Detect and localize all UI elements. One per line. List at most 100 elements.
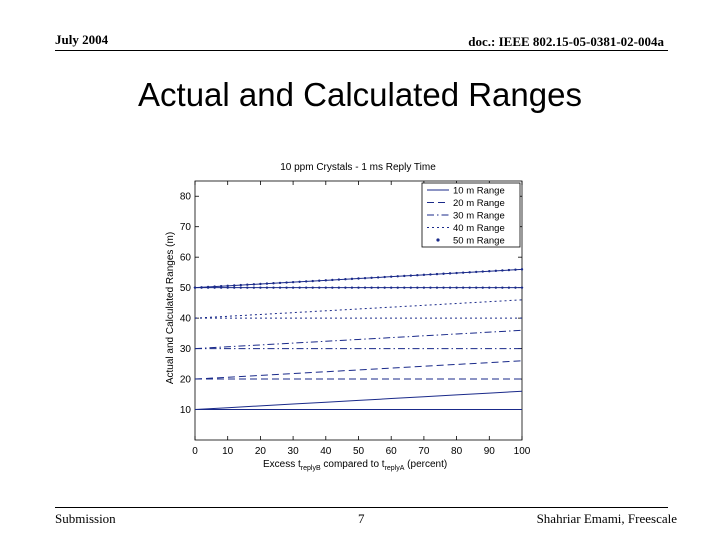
footer-page-number: 7: [358, 511, 365, 526]
series-point: [520, 268, 524, 271]
x-tick-label: 80: [451, 446, 463, 457]
series-point: [324, 286, 327, 289]
y-tick-label: 80: [180, 192, 192, 203]
footer-author: Shahriar Emami, Freescale: [536, 511, 677, 526]
x-tick-label: 30: [288, 446, 300, 457]
series-point: [337, 286, 341, 289]
series-point: [507, 268, 511, 272]
series-point: [200, 286, 203, 289]
series-point: [390, 286, 393, 289]
series-point: [331, 286, 334, 289]
series-point: [344, 286, 347, 289]
y-tick-label: 70: [180, 222, 192, 233]
series-point: [285, 281, 288, 284]
series-point: [259, 286, 262, 289]
series-point: [278, 286, 282, 289]
series-point: [514, 286, 517, 289]
series-calculated-line: [194, 329, 523, 350]
series-point: [475, 286, 478, 289]
series-point: [455, 271, 458, 275]
series-point: [311, 279, 314, 283]
y-tick-label: 60: [180, 253, 192, 264]
x-tick-label: 60: [386, 446, 398, 457]
series-point: [422, 286, 426, 289]
legend-entry: 20 m Range: [453, 198, 505, 209]
series-point: [448, 286, 452, 289]
x-tick-label: 10: [222, 446, 234, 457]
series-point: [265, 282, 269, 285]
series-point: [226, 284, 229, 288]
x-tick-label: 0: [192, 446, 198, 457]
series-point: [494, 269, 498, 273]
series-point: [304, 280, 308, 283]
x-axis-label-sub2: replyA: [385, 465, 405, 472]
x-tick-label: 40: [320, 446, 332, 457]
series-point: [403, 274, 406, 278]
series-point: [350, 286, 354, 289]
series-point: [370, 286, 373, 289]
series-point: [481, 286, 484, 289]
series-point: [461, 271, 465, 274]
x-axis-label-sub1: replyB: [301, 465, 321, 472]
y-tick-label: 50: [180, 283, 192, 294]
series-point: [494, 286, 498, 289]
series-point: [501, 269, 504, 272]
series-point: [376, 286, 380, 289]
series-point: [429, 273, 432, 276]
series-point: [278, 281, 282, 285]
series-point: [233, 284, 236, 287]
y-axis-label: Actual and Calculated Ranges (m): [165, 232, 176, 384]
series-point: [259, 282, 262, 286]
series-calculated-line: [194, 390, 523, 411]
plot-area: 0 10 20 30 40 50 60 70 80 90 100 10 20 30 40 50 60 70 80 10…: [180, 180, 531, 457]
series-point: [442, 286, 445, 289]
x-axis-label-end: (percent): [404, 459, 447, 470]
series-point: [409, 286, 413, 289]
series-point: [252, 286, 256, 289]
series-point: [318, 279, 321, 282]
series-point: [390, 275, 393, 278]
x-tick-label: 20: [255, 446, 267, 457]
x-tick-label: 90: [484, 446, 496, 457]
series-point: [422, 273, 426, 277]
series-point: [331, 278, 334, 282]
series-point: [383, 286, 386, 289]
series-point: [311, 286, 314, 289]
legend-entry: 50 m Range: [453, 236, 505, 247]
series-point: [416, 274, 419, 277]
header-doc-id: doc.: IEEE 802.15-05-0381-02-004a: [468, 34, 664, 49]
series-point: [370, 276, 373, 279]
series-point: [396, 275, 399, 278]
range-chart: 10 ppm Crystals - 1 ms Reply Time 0 10 20 3…: [165, 162, 531, 472]
series-point: [246, 283, 249, 286]
footer-submission: Submission: [55, 511, 116, 526]
series-point: [252, 283, 256, 286]
series-point: [265, 286, 269, 289]
series-point: [383, 275, 386, 279]
series-point: [206, 285, 210, 289]
series-point: [344, 278, 347, 281]
series-point: [468, 286, 471, 289]
series-point: [350, 277, 354, 281]
series-point: [514, 268, 517, 271]
series-point: [324, 279, 327, 282]
series-point: [501, 286, 504, 289]
y-tick-label: 40: [180, 314, 192, 325]
slide-title: Actual and Calculated Ranges: [138, 76, 582, 113]
series-point: [291, 286, 295, 289]
x-tick-label: 70: [418, 446, 430, 457]
y-tick-label: 10: [180, 405, 192, 416]
series-point: [376, 276, 380, 279]
series-point: [481, 270, 484, 273]
series-calculated-line: [194, 360, 523, 380]
legend-entry: 30 m Range: [453, 211, 505, 222]
series-point: [233, 286, 236, 289]
footer-rule: [55, 507, 668, 508]
series-point: [298, 280, 301, 283]
series-point: [403, 286, 406, 289]
x-tick-label: 100: [514, 446, 531, 457]
header-rule: [55, 50, 668, 51]
x-axis-label-mid: compared to t: [321, 459, 385, 470]
series-point: [285, 286, 288, 289]
series-point: [488, 286, 491, 289]
